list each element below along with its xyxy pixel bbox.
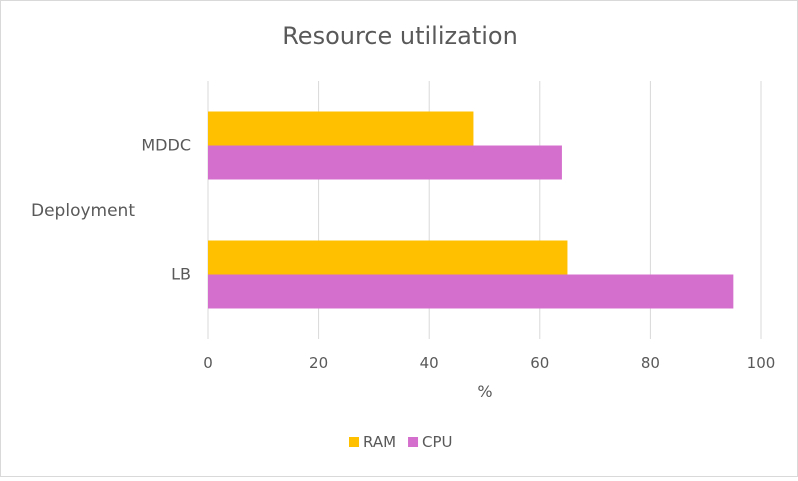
legend-swatch-cpu — [408, 437, 419, 447]
x-tick-label: 100 — [747, 354, 776, 372]
category-label: LB — [171, 265, 191, 284]
legend-label-ram: RAM — [363, 433, 396, 451]
legend-swatch-ram — [349, 437, 359, 447]
bar-cpu-mddc — [208, 145, 562, 180]
x-tick-labels: 0 20 40 60 80 100 — [203, 354, 775, 372]
category-labels: MDDC LB — [141, 136, 191, 284]
x-tick-label: 60 — [530, 354, 549, 372]
x-tick-label: 20 — [309, 354, 328, 372]
legend-label-cpu: CPU — [422, 433, 453, 451]
x-tick-label: 80 — [641, 354, 660, 372]
category-label: MDDC — [141, 136, 191, 155]
bar-ram-lb — [208, 240, 568, 275]
x-tick-label: 40 — [420, 354, 439, 372]
bar-ram-mddc — [208, 111, 474, 146]
x-axis-title: % — [477, 382, 492, 401]
chart-title: Resource utilization — [282, 22, 518, 50]
y-axis-title: Deployment — [31, 201, 135, 221]
x-tick-label: 0 — [203, 354, 213, 372]
bars-group — [208, 111, 734, 309]
bar-cpu-lb — [208, 274, 734, 309]
legend: RAM CPU — [349, 433, 453, 451]
